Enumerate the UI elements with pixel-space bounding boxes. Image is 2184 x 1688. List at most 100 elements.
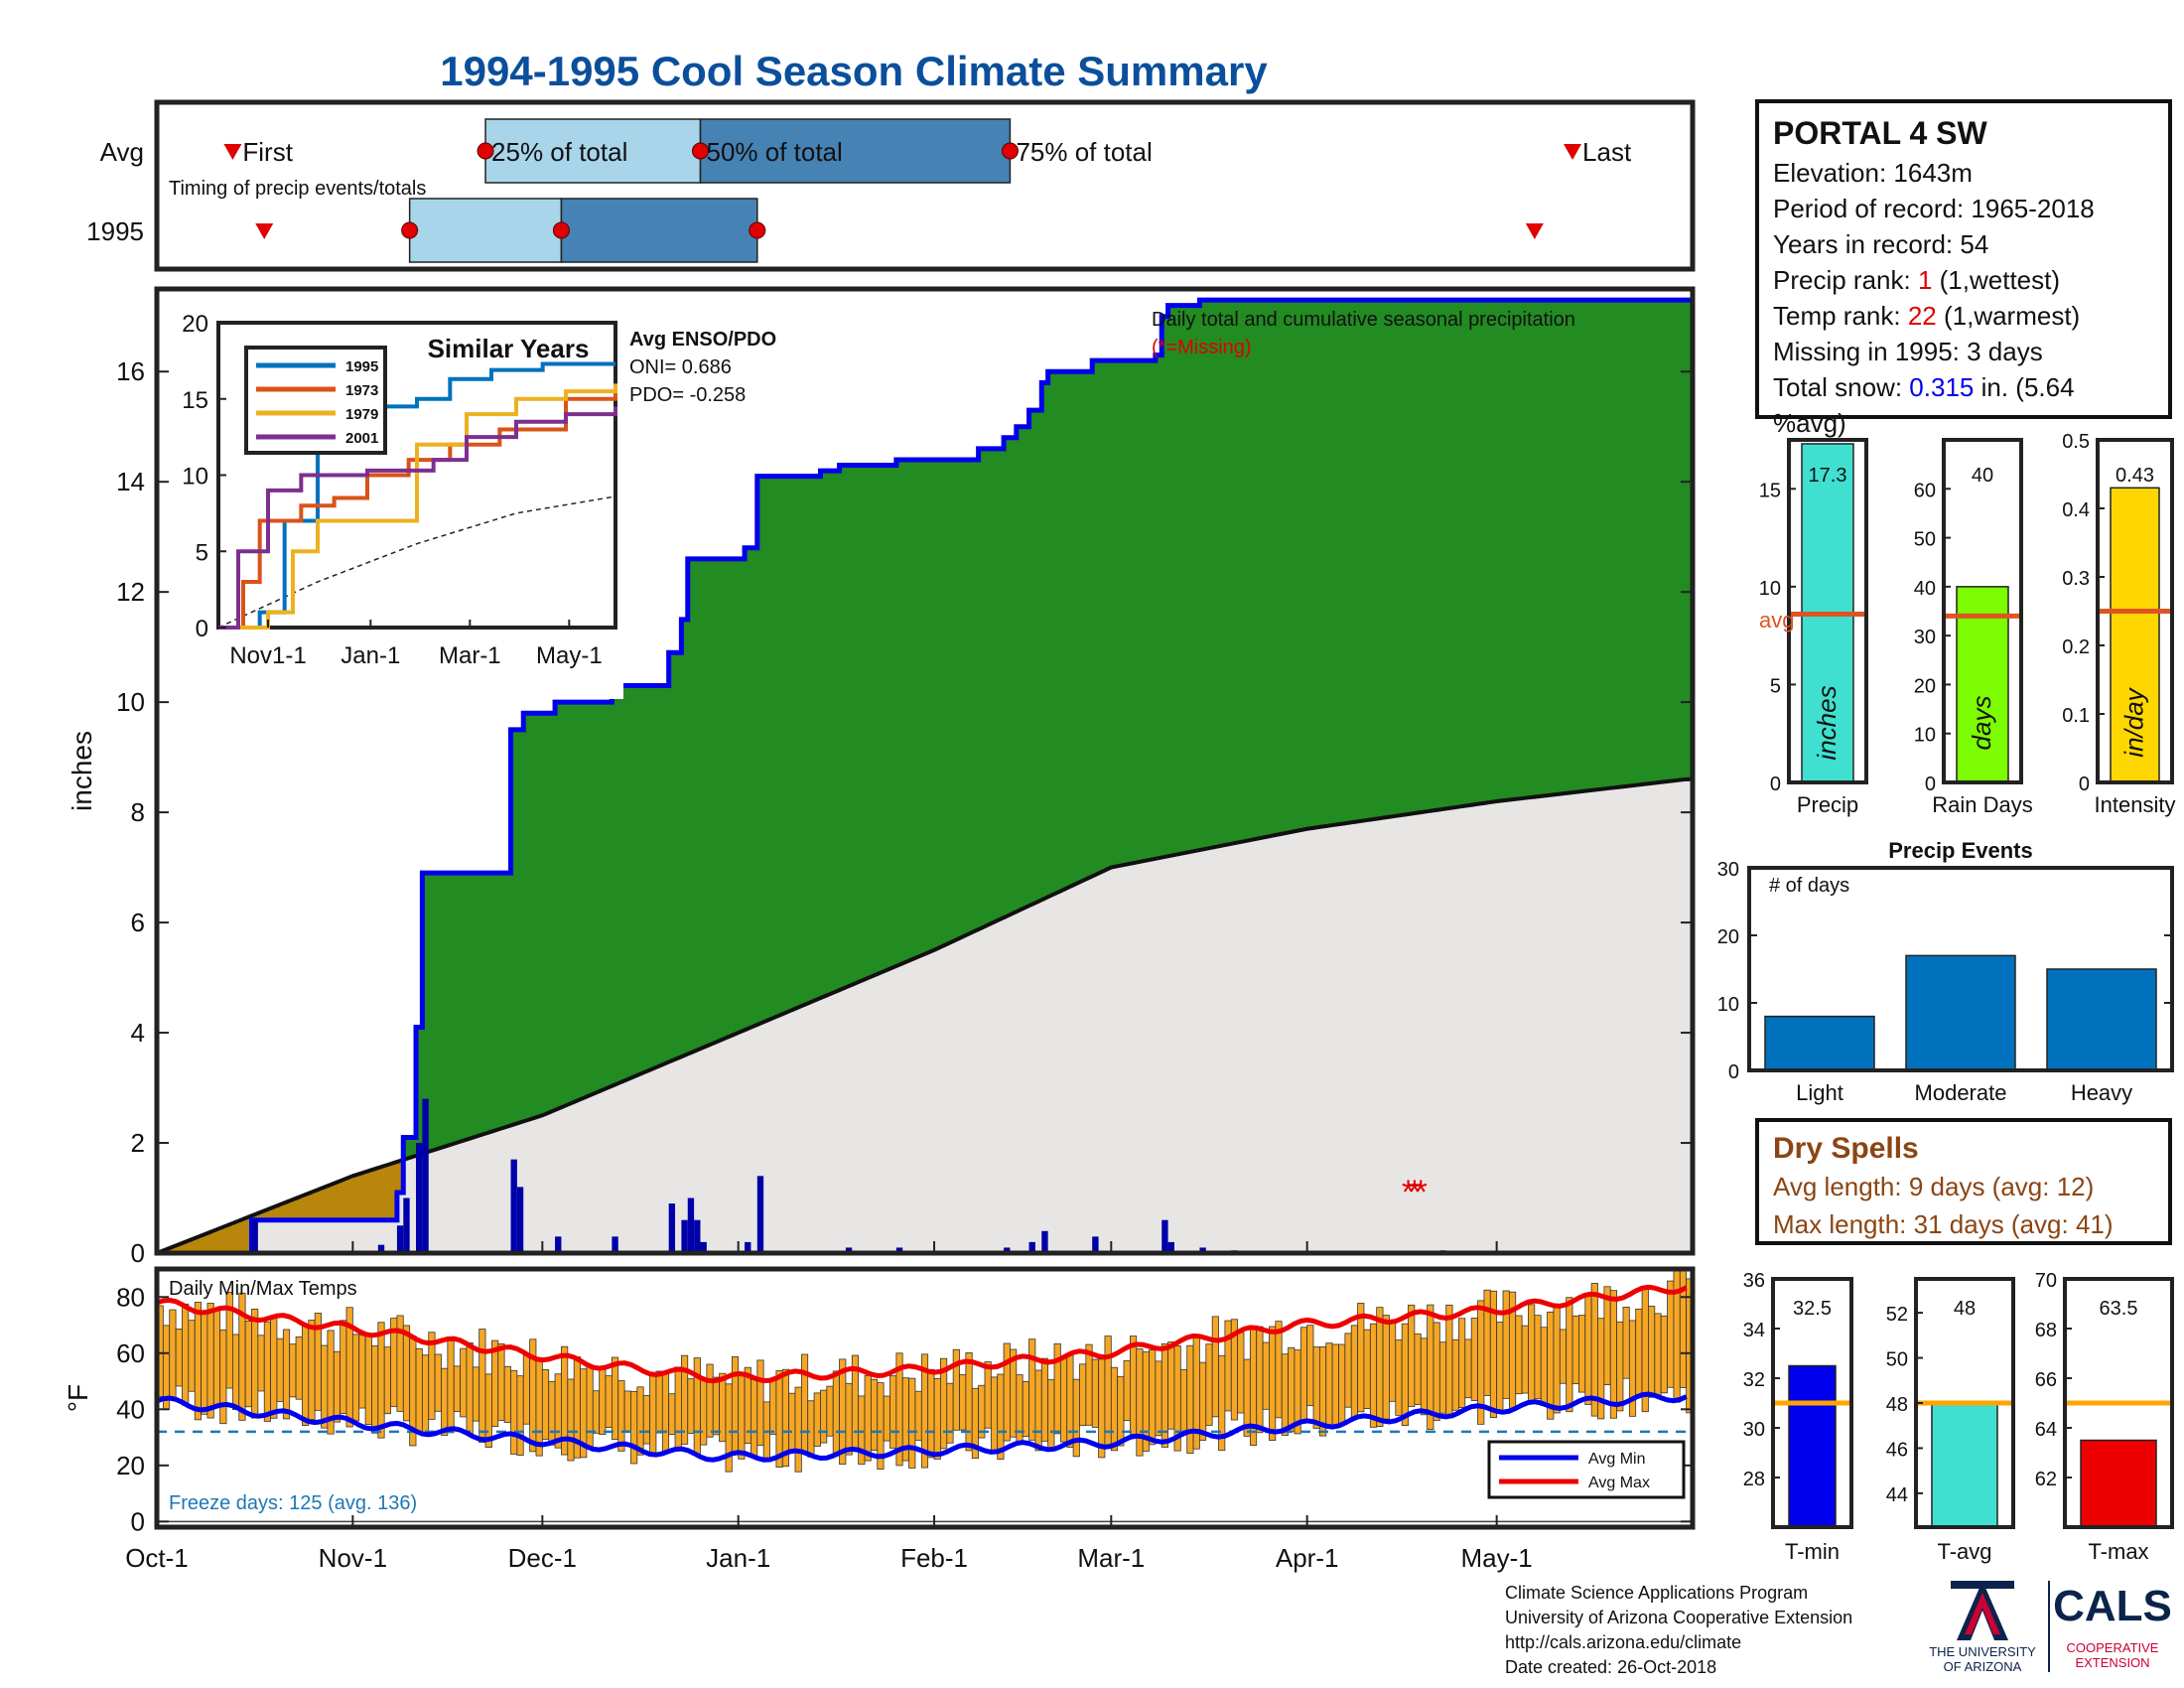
precip-events-tick-label: 30 — [1717, 859, 1739, 881]
season-bar-tick-label: 30 — [1914, 627, 1936, 648]
daily-precip-bar — [396, 1225, 404, 1253]
daily-temp-bar — [206, 1303, 214, 1419]
daily-precip-bar — [1092, 1236, 1099, 1253]
inset-y-tick-label: 20 — [182, 311, 208, 338]
daily-temp-bar — [1237, 1332, 1245, 1414]
daily-precip-bar — [422, 1098, 429, 1253]
temp-summary-tick-label: 46 — [1886, 1439, 1908, 1461]
season-bar-tick-label: 40 — [1914, 578, 1936, 600]
daily-temp-bar — [889, 1375, 897, 1449]
temp-summary-bar-1 — [1931, 1402, 1998, 1528]
daily-temp-bar — [295, 1336, 303, 1400]
daily-temp-bar — [1584, 1294, 1592, 1405]
daily-temp-bar — [1167, 1341, 1175, 1430]
daily-temp-bar — [617, 1380, 625, 1452]
daily-temp-bar — [914, 1390, 922, 1442]
daily-temp-bar — [756, 1359, 764, 1447]
daily-temp-bar — [201, 1311, 208, 1415]
temp-summary-label-2: T-max — [2088, 1539, 2148, 1564]
precip-events-tick-label: 10 — [1717, 994, 1739, 1016]
daily-temp-bar — [289, 1343, 297, 1398]
season-bar-value-0: 17.3 — [1809, 465, 1847, 487]
daily-temp-bar — [1047, 1379, 1055, 1449]
precip-y-tick-label: 16 — [116, 356, 145, 386]
precip-events-tick-label: 20 — [1717, 926, 1739, 948]
daily-temp-bar — [1179, 1369, 1188, 1436]
daily-temp-bar — [599, 1368, 607, 1436]
precip-y-tick-label: 12 — [116, 577, 145, 607]
daily-temp-bar — [415, 1347, 423, 1434]
daily-temp-bar — [402, 1325, 411, 1422]
precip-below-avg-area — [163, 1162, 404, 1253]
daily-temp-bar — [263, 1322, 271, 1422]
daily-precip-bar — [845, 1247, 853, 1253]
daily-temp-bar — [1521, 1325, 1529, 1394]
x-tick-label: Apr-1 — [1276, 1543, 1339, 1573]
legend-label-avg-min: Avg Min — [1588, 1451, 1646, 1468]
temp-summary-label-0: T-min — [1785, 1539, 1840, 1564]
station-temp-rank: Temp rank: 22 (1,warmest) — [1773, 301, 2081, 331]
timing-marker-p25-avg — [477, 142, 494, 160]
daily-temp-bar — [1464, 1338, 1472, 1399]
x-tick-label: May-1 — [1461, 1543, 1533, 1573]
similar-years-line-2001 — [218, 406, 617, 630]
daily-temp-bar — [1414, 1333, 1422, 1405]
daily-temp-bar — [1609, 1290, 1618, 1419]
inset-y-tick-label: 10 — [182, 464, 208, 491]
inset-y-tick-label: 15 — [182, 387, 208, 414]
precip-y-tick-label: 8 — [131, 797, 145, 827]
daily-temp-bar — [642, 1395, 650, 1445]
daily-temp-bar — [731, 1356, 740, 1454]
daily-temp-bar — [1578, 1315, 1586, 1393]
daily-temp-bar — [845, 1382, 853, 1456]
temp-summary-tick-label: 32 — [1743, 1369, 1765, 1391]
daily-temp-bar — [1085, 1343, 1093, 1426]
daily-temp-bar — [832, 1370, 840, 1457]
dry-spells-avg: Avg length: 9 days (avg: 12) — [1773, 1172, 2095, 1201]
temp-summary-tick-label: 70 — [2035, 1270, 2057, 1292]
legend-label-avg-max: Avg Max — [1588, 1475, 1650, 1491]
daily-temp-bar — [251, 1309, 259, 1419]
daily-temp-bar — [1502, 1290, 1510, 1399]
daily-temp-bar — [700, 1377, 708, 1446]
daily-temp-bar — [541, 1368, 550, 1440]
daily-temp-bar — [712, 1376, 720, 1436]
daily-temp-bar — [175, 1329, 183, 1387]
ua-logo-text-2: OF ARIZONA — [1944, 1659, 2022, 1674]
timing-row-label-avg: Avg — [100, 137, 144, 167]
daily-temp-bar — [1130, 1336, 1138, 1435]
daily-precip-bar — [416, 1143, 423, 1253]
season-bar-tick-label: 0.1 — [2062, 705, 2090, 727]
station-years: Years in record: 54 — [1773, 229, 1989, 259]
inset-x-tick-label: Jan-1 — [341, 642, 400, 669]
daily-temp-bar — [1540, 1327, 1548, 1406]
precip-y-axis-label: inches — [67, 731, 97, 811]
temp-summary-tick-label: 52 — [1886, 1304, 1908, 1326]
daily-temp-bar — [1389, 1322, 1397, 1402]
daily-precip-bar — [1167, 1241, 1174, 1253]
avg-max-line — [156, 1284, 1688, 1384]
daily-temp-bar — [630, 1390, 638, 1465]
daily-temp-bar — [984, 1361, 992, 1429]
precip-y-tick-label: 0 — [131, 1238, 145, 1268]
daily-temp-bar — [592, 1390, 601, 1434]
daily-temp-bar — [1451, 1338, 1459, 1411]
timing-label-50: 50% of total — [706, 137, 842, 167]
daily-precip-bar — [403, 1197, 410, 1253]
daily-temp-bar — [257, 1335, 265, 1392]
daily-temp-bar — [611, 1356, 619, 1441]
daily-temp-bar — [497, 1343, 505, 1421]
daily-temp-bar — [1066, 1352, 1074, 1448]
cals-logo: CALS COOPERATIVE EXTENSION — [2048, 1581, 2172, 1672]
daily-temp-bar — [1534, 1315, 1542, 1400]
ua-logo-text-1: THE UNIVERSITY — [1929, 1644, 2036, 1659]
daily-temp-bar — [270, 1317, 278, 1419]
season-bar-tick-label: 60 — [1914, 480, 1936, 501]
daily-temp-bar — [1199, 1361, 1207, 1441]
daily-precip-bar — [612, 1236, 618, 1253]
season-bar-label-1: Rain Days — [1932, 792, 2032, 817]
daily-temp-bar — [1155, 1360, 1162, 1437]
daily-temp-bar — [1022, 1381, 1029, 1438]
daily-temp-bar — [762, 1401, 770, 1460]
daily-precip-bar — [251, 1219, 258, 1253]
